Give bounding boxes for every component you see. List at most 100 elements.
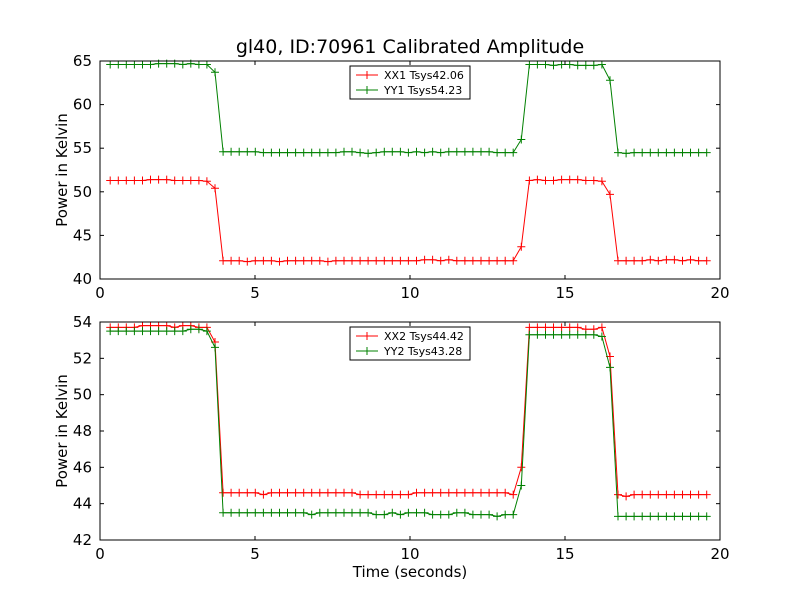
data-point bbox=[380, 256, 389, 265]
data-point bbox=[686, 148, 695, 157]
data-point bbox=[412, 488, 421, 497]
data-point bbox=[557, 323, 566, 332]
data-point bbox=[315, 148, 324, 157]
data-point bbox=[356, 148, 365, 157]
data-point bbox=[509, 148, 518, 157]
data-point bbox=[606, 76, 614, 85]
data-point bbox=[186, 176, 195, 185]
data-point bbox=[340, 256, 348, 265]
data-point bbox=[283, 508, 292, 517]
data-point bbox=[388, 256, 397, 265]
data-point bbox=[622, 256, 631, 265]
data-point bbox=[146, 327, 155, 336]
data-point bbox=[235, 147, 244, 156]
data-point bbox=[444, 510, 453, 519]
data-point bbox=[460, 256, 469, 265]
data-point bbox=[323, 488, 332, 497]
data-point bbox=[444, 255, 453, 264]
x-tick-label: 10 bbox=[400, 284, 419, 302]
data-point bbox=[686, 490, 695, 499]
data-point bbox=[525, 330, 534, 339]
data-point bbox=[364, 256, 373, 265]
data-point bbox=[259, 508, 268, 517]
data-point bbox=[267, 256, 276, 265]
data-point bbox=[549, 176, 558, 185]
data-point bbox=[670, 512, 679, 521]
data-point bbox=[622, 492, 631, 501]
data-point bbox=[565, 330, 574, 339]
data-point bbox=[106, 176, 115, 185]
x-tick-label: 0 bbox=[95, 284, 105, 302]
data-point bbox=[477, 510, 485, 519]
data-point bbox=[646, 255, 655, 264]
data-point bbox=[356, 256, 365, 265]
data-point bbox=[501, 148, 510, 157]
data-point bbox=[541, 60, 550, 69]
data-point bbox=[452, 508, 461, 517]
data-point bbox=[517, 135, 526, 144]
data-point bbox=[444, 147, 453, 156]
data-point bbox=[646, 148, 655, 157]
data-point bbox=[557, 60, 566, 69]
data-point bbox=[597, 60, 606, 69]
legend-0: XX1 Tsys42.06 YY1 Tsys54.23 bbox=[349, 65, 471, 100]
data-point bbox=[251, 488, 260, 497]
data-point bbox=[154, 175, 163, 184]
data-point bbox=[114, 327, 123, 336]
data-point bbox=[251, 147, 260, 156]
data-point bbox=[114, 176, 123, 185]
data-point bbox=[340, 488, 348, 497]
data-point bbox=[573, 330, 582, 339]
data-point bbox=[420, 148, 429, 157]
data-point bbox=[420, 508, 429, 517]
data-point bbox=[533, 323, 542, 332]
data-point bbox=[340, 147, 348, 156]
data-point bbox=[412, 508, 421, 517]
data-point bbox=[468, 256, 477, 265]
data-point bbox=[211, 343, 219, 352]
data-point bbox=[606, 363, 614, 372]
data-point bbox=[307, 256, 316, 265]
data-point bbox=[380, 147, 389, 156]
data-point bbox=[533, 175, 542, 184]
data-point bbox=[541, 330, 550, 339]
data-point bbox=[331, 256, 340, 265]
data-point bbox=[493, 512, 502, 521]
data-point bbox=[275, 257, 284, 266]
data-point bbox=[662, 512, 671, 521]
data-point bbox=[291, 256, 300, 265]
data-point bbox=[291, 488, 300, 497]
data-point bbox=[525, 60, 534, 69]
data-point bbox=[662, 148, 671, 157]
data-point bbox=[694, 256, 703, 265]
data-point bbox=[589, 176, 598, 185]
x-tick-label: 10 bbox=[400, 545, 419, 563]
legend-label: YY2 Tsys43.28 bbox=[383, 345, 462, 358]
data-point bbox=[589, 61, 598, 70]
data-point bbox=[477, 256, 485, 265]
data-point bbox=[678, 490, 687, 499]
data-point bbox=[630, 148, 639, 157]
data-point bbox=[517, 242, 526, 251]
data-point bbox=[694, 490, 703, 499]
data-point bbox=[565, 323, 574, 332]
data-point bbox=[122, 60, 131, 69]
data-point bbox=[597, 177, 606, 186]
y-tick-label: 45 bbox=[73, 226, 92, 244]
legend-label: XX1 Tsys42.06 bbox=[384, 69, 464, 82]
data-point bbox=[541, 176, 550, 185]
data-point bbox=[372, 256, 381, 265]
data-point bbox=[614, 512, 622, 521]
data-point bbox=[654, 490, 663, 499]
legend-label: XX2 Tsys44.42 bbox=[384, 330, 464, 343]
data-point bbox=[436, 488, 445, 497]
data-point bbox=[549, 61, 558, 70]
data-point bbox=[348, 147, 356, 156]
y-tick-label: 55 bbox=[73, 139, 92, 157]
data-point bbox=[307, 510, 316, 519]
data-point bbox=[315, 256, 324, 265]
data-point bbox=[468, 510, 477, 519]
data-point bbox=[468, 147, 477, 156]
data-point bbox=[275, 488, 284, 497]
data-point bbox=[614, 148, 622, 157]
